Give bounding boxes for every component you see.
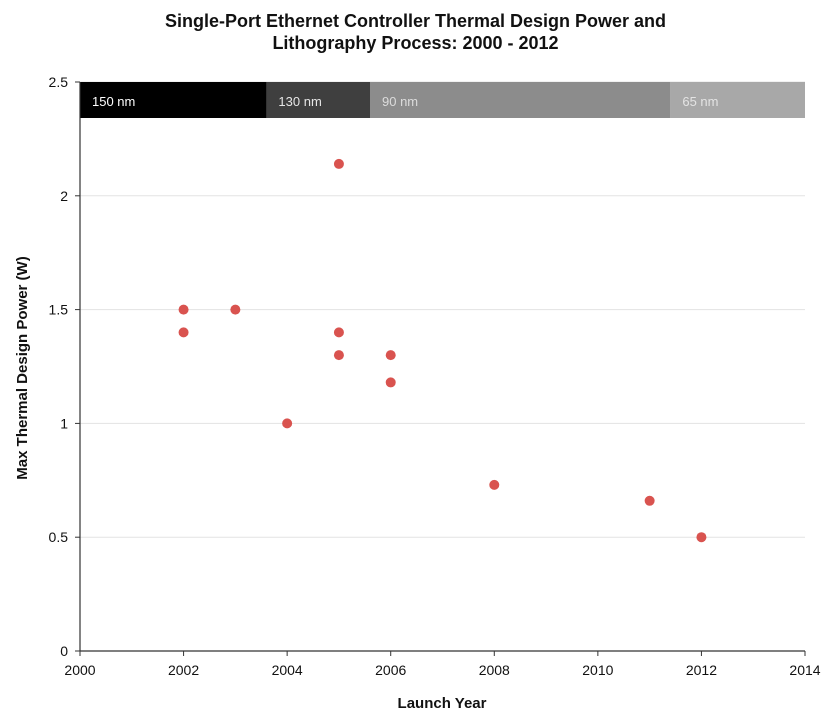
process-band-0 xyxy=(80,82,267,118)
data-point-7 xyxy=(385,350,396,361)
data-point-11 xyxy=(696,532,707,543)
x-axis-title: Launch Year xyxy=(398,695,487,712)
y-tick-label-5: 2.5 xyxy=(49,74,69,90)
process-band-label-2: 90 nm xyxy=(382,94,418,109)
y-tick-label-0: 0 xyxy=(60,643,68,659)
x-tick-label-7: 2014 xyxy=(789,662,820,678)
process-band-2 xyxy=(370,82,671,118)
x-tick-label-4: 2008 xyxy=(479,662,510,678)
x-tick-label-3: 2006 xyxy=(375,662,406,678)
process-band-label-3: 65 nm xyxy=(682,94,718,109)
process-bands: 150 nm 130 nm 90 nm 65 nm xyxy=(80,82,805,118)
data-points xyxy=(178,158,707,543)
y-tick-label-3: 1.5 xyxy=(49,302,69,318)
data-point-5 xyxy=(333,327,344,338)
process-band-label-0: 150 nm xyxy=(92,94,135,109)
data-point-4 xyxy=(333,158,344,169)
data-point-8 xyxy=(385,377,396,388)
x-tick-label-2: 2004 xyxy=(272,662,303,678)
chart-title-line-2: Lithography Process: 2000 - 2012 xyxy=(272,33,559,53)
axes xyxy=(79,82,805,652)
process-band-3 xyxy=(670,82,805,118)
y-axis-title: Max Thermal Design Power (W) xyxy=(14,256,31,479)
data-point-2 xyxy=(230,304,241,315)
data-point-9 xyxy=(489,479,500,490)
chart-title: Single-Port Ethernet Controller Thermal … xyxy=(0,10,831,54)
process-band-label-1: 130 nm xyxy=(278,94,321,109)
data-point-10 xyxy=(644,495,655,506)
x-tick-label-6: 2012 xyxy=(686,662,717,678)
x-tick-label-0: 2000 xyxy=(64,662,95,678)
data-point-1 xyxy=(178,327,189,338)
y-tick-label-1: 0.5 xyxy=(49,529,69,545)
chart-title-line-1: Single-Port Ethernet Controller Thermal … xyxy=(164,11,667,31)
data-point-6 xyxy=(333,350,344,361)
grid-lines xyxy=(80,81,805,538)
y-tick-label-4: 2 xyxy=(60,188,68,204)
data-point-3 xyxy=(282,418,293,429)
x-tick-label-5: 2010 xyxy=(582,662,613,678)
y-tick-label-2: 1 xyxy=(60,415,68,431)
x-tick-label-1: 2002 xyxy=(168,662,199,678)
process-band-1 xyxy=(266,82,370,118)
tick-labels: 2000 2002 2004 2006 2008 2010 2012 2014 0 0.5 1 1.5… xyxy=(49,74,821,678)
data-point-0 xyxy=(178,304,189,315)
